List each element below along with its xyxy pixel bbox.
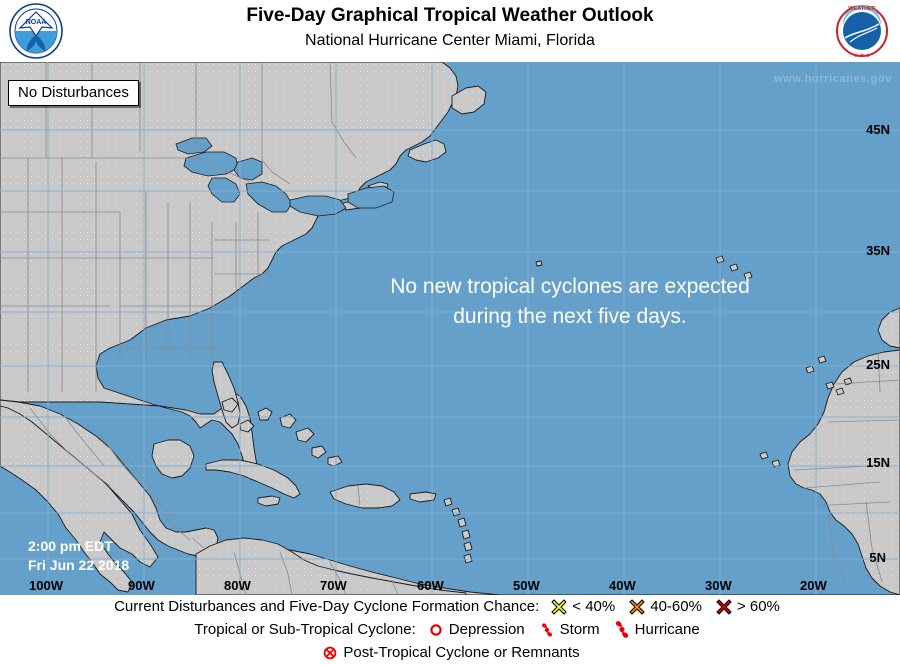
legend-depression-text: Depression <box>448 621 525 638</box>
x-marker-orange-icon <box>627 598 647 616</box>
legend-item-depression: Depression <box>426 621 525 639</box>
lat-label-25n: 25N <box>866 357 890 372</box>
page-title: Five-Day Graphical Tropical Weather Outl… <box>246 5 654 26</box>
lon-label-30w: 30W <box>705 578 732 593</box>
legend-row-formation-chance: Current Disturbances and Five-Day Cyclon… <box>0 595 900 618</box>
noaa-logo: NOAA <box>6 2 66 60</box>
post-tropical-circle-x-icon <box>320 644 340 662</box>
political-boundaries-layer <box>0 62 900 595</box>
legend-formation-chance-label: Current Disturbances and Five-Day Cyclon… <box>114 598 540 615</box>
atlantic-basin-map[interactable]: No Disturbances www.hurricanes.gov No ne… <box>0 62 900 595</box>
legend-row-cyclone-types: Tropical or Sub-Tropical Cyclone: Depres… <box>0 618 900 641</box>
lon-label-20w: 20W <box>800 578 827 593</box>
legend-item-post-tropical: Post-Tropical Cyclone or Remnants <box>320 644 580 662</box>
legend-storm-text: Storm <box>559 621 600 638</box>
legend-item-hurricane: Hurricane <box>612 621 700 639</box>
title-block: Five-Day Graphical Tropical Weather Outl… <box>90 4 810 52</box>
issuance-time: 2:00 pm EDT <box>28 538 113 554</box>
no-disturbances-status-box: No Disturbances <box>8 80 139 106</box>
site-url-watermark: www.hurricanes.gov <box>774 73 892 85</box>
svg-text:WEATHER: WEATHER <box>848 6 875 12</box>
legend-chance-medium-text: 40-60% <box>650 598 702 615</box>
lon-label-100w: 100W <box>29 578 63 593</box>
lon-label-90w: 90W <box>128 578 155 593</box>
lat-label-15n: 15N <box>866 455 890 470</box>
lon-label-40w: 40W <box>609 578 636 593</box>
outlook-message-line-2: during the next five days. <box>453 305 687 328</box>
legend-item-chance-low: < 40% <box>549 598 615 616</box>
legend-item-storm: Storm <box>537 621 600 639</box>
lon-label-60w: 60W <box>417 578 444 593</box>
lon-label-70w: 70W <box>320 578 347 593</box>
page-header: NOAA Five-Day Graphical Tropical Weather… <box>0 0 900 62</box>
hurricane-spiral-icon <box>612 621 632 639</box>
graticule-layer <box>0 62 900 595</box>
legend-post-tropical-text: Post-Tropical Cyclone or Remnants <box>343 644 580 661</box>
issuance-timestamp: 2:00 pm EDT Fri Jun 22 2018 <box>28 537 129 575</box>
map-legend: Current Disturbances and Five-Day Cyclon… <box>0 595 900 665</box>
legend-hurricane-text: Hurricane <box>634 621 700 638</box>
svg-text:★ ★ ★: ★ ★ ★ <box>854 53 871 59</box>
lat-label-45n: 45N <box>866 122 890 137</box>
lat-label-35n: 35N <box>866 243 890 258</box>
outlook-message: No new tropical cyclones are expected du… <box>300 272 840 332</box>
legend-item-chance-medium: 40-60% <box>627 598 702 616</box>
legend-row-post-tropical: Post-Tropical Cyclone or Remnants <box>0 641 900 664</box>
x-marker-yellow-icon <box>549 598 569 616</box>
legend-chance-low-text: < 40% <box>572 598 616 615</box>
depression-circle-icon <box>426 621 446 639</box>
issuance-date: Fri Jun 22 2018 <box>28 557 130 573</box>
legend-cyclone-type-label: Tropical or Sub-Tropical Cyclone: <box>194 621 416 638</box>
storm-spiral-icon <box>537 621 557 639</box>
legend-chance-high-text: > 60% <box>736 598 780 615</box>
page-subtitle: National Hurricane Center Miami, Florida <box>305 32 595 49</box>
lon-label-50w: 50W <box>513 578 540 593</box>
x-marker-red-icon <box>714 598 734 616</box>
legend-item-chance-high: > 60% <box>714 598 780 616</box>
map-canvas <box>0 62 900 595</box>
lat-label-5n: 5N <box>869 550 886 565</box>
national-weather-service-logo: WEATHER ★ ★ ★ <box>832 2 892 60</box>
land-layer <box>0 62 900 595</box>
lon-label-80w: 80W <box>224 578 251 593</box>
svg-text:NOAA: NOAA <box>26 19 47 26</box>
outlook-message-line-1: No new tropical cyclones are expected <box>390 275 750 298</box>
